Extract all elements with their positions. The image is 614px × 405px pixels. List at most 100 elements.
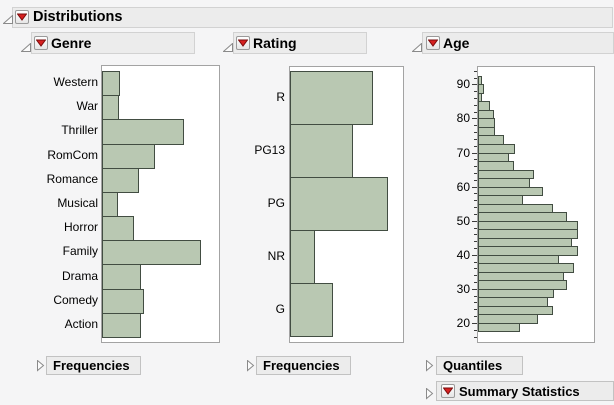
bar-age-65[interactable] (478, 161, 514, 171)
bar-age-27.5[interactable] (478, 288, 554, 299)
minor-tick (474, 77, 477, 79)
bar-age-57.5[interactable] (478, 186, 543, 197)
minor-tick (474, 172, 477, 174)
minor-tick (474, 213, 477, 215)
summary-statistics-button[interactable]: Summary Statistics (436, 381, 614, 401)
major-tick (472, 186, 477, 188)
category-label-pg13: PG13 (254, 142, 285, 157)
red-triangle-menu-icon[interactable] (236, 36, 250, 50)
bar-age-90[interactable] (478, 75, 482, 86)
major-tick (472, 254, 477, 256)
disclosure-open-icon[interactable] (2, 12, 14, 30)
bar-age-85[interactable] (478, 92, 482, 103)
bar-age-67.5[interactable] (478, 152, 509, 163)
bar-horror[interactable] (102, 216, 134, 242)
bar-age-35[interactable] (478, 263, 574, 273)
major-tick (472, 152, 477, 154)
bar-war[interactable] (102, 95, 119, 121)
frequencies-button-rating[interactable]: Frequencies (256, 356, 351, 375)
frequencies-button-genre[interactable]: Frequencies (46, 356, 141, 375)
minor-tick (474, 247, 477, 249)
bar-musical[interactable] (102, 191, 118, 218)
bar-age-80[interactable] (478, 109, 494, 120)
genre-histogram[interactable] (101, 65, 220, 343)
genre-panel-title: Genre (51, 35, 92, 51)
minor-tick (474, 111, 477, 113)
major-tick (472, 84, 477, 86)
bar-age-42.5[interactable] (478, 237, 572, 248)
red-triangle-menu-icon[interactable] (441, 384, 455, 398)
minor-tick (474, 241, 477, 243)
summary-statistics-button-label: Summary Statistics (459, 383, 580, 399)
minor-tick (474, 207, 477, 209)
bar-western[interactable] (102, 71, 120, 97)
bar-age-37.5[interactable] (478, 254, 559, 265)
bar-age-45[interactable] (478, 229, 578, 239)
bar-age-50[interactable] (478, 212, 567, 222)
category-label-pg: PG (267, 195, 285, 210)
bar-age-70[interactable] (478, 144, 515, 154)
disclosure-open-icon[interactable] (20, 40, 32, 58)
minor-tick (474, 282, 477, 284)
minor-tick (474, 336, 477, 338)
bar-age-87.5[interactable] (478, 84, 484, 94)
bar-family[interactable] (102, 240, 201, 266)
disclosure-collapsed-icon[interactable] (246, 359, 255, 377)
bar-drama[interactable] (102, 264, 141, 290)
bar-romance[interactable] (102, 167, 139, 193)
bar-age-32.5[interactable] (478, 271, 564, 282)
minor-tick (474, 200, 477, 202)
bar-action[interactable] (102, 312, 141, 338)
rating-histogram[interactable] (289, 66, 404, 343)
disclosure-collapsed-icon[interactable] (36, 359, 45, 377)
bar-age-22.5[interactable] (478, 305, 553, 316)
minor-tick (474, 132, 477, 134)
bar-pg[interactable] (290, 177, 388, 231)
age-histogram[interactable]: 20 30 40 50 60 70 80 90 (457, 66, 595, 343)
bar-age-62.5[interactable] (478, 169, 534, 180)
bar-age-40[interactable] (478, 246, 578, 256)
minor-tick (474, 145, 477, 147)
quantiles-button[interactable]: Quantiles (436, 356, 523, 375)
minor-tick (474, 268, 477, 270)
bar-nr[interactable] (290, 230, 315, 284)
minor-tick (474, 309, 477, 311)
disclosure-open-icon[interactable] (411, 40, 423, 58)
minor-tick (474, 295, 477, 297)
minor-tick (474, 302, 477, 304)
minor-tick (474, 104, 477, 106)
bar-pg13[interactable] (290, 124, 353, 178)
bar-age-82.5[interactable] (478, 101, 490, 111)
bar-comedy[interactable] (102, 288, 144, 314)
bar-age-52.5[interactable] (478, 203, 553, 214)
bar-g[interactable] (290, 283, 333, 337)
bar-r[interactable] (290, 71, 373, 125)
disclosure-collapsed-icon[interactable] (425, 359, 434, 377)
bar-age-30[interactable] (478, 280, 567, 290)
bar-romcom[interactable] (102, 143, 155, 169)
bar-thriller[interactable] (102, 119, 184, 145)
category-label-r: R (276, 89, 285, 104)
bar-age-55[interactable] (478, 195, 523, 205)
bar-age-25[interactable] (478, 297, 548, 307)
major-tick (472, 322, 477, 324)
minor-tick (474, 261, 477, 263)
minor-tick (474, 329, 477, 331)
bar-age-72.5[interactable] (478, 135, 504, 145)
disclosure-open-icon[interactable] (222, 40, 234, 58)
bar-age-75[interactable] (478, 126, 495, 137)
red-triangle-menu-icon[interactable] (15, 10, 29, 24)
bar-age-20[interactable] (478, 314, 538, 324)
red-triangle-menu-icon[interactable] (426, 36, 440, 50)
minor-tick (474, 193, 477, 195)
bar-age-47.5[interactable] (478, 220, 578, 231)
disclosure-collapsed-icon[interactable] (425, 387, 434, 405)
rating-category-axis: R PG13 PG NR G (230, 66, 285, 343)
axis-tick-label-30: 30 (456, 281, 470, 296)
bar-age-17.5[interactable] (478, 322, 520, 333)
bar-age-77.5[interactable] (478, 118, 495, 128)
red-triangle-menu-icon[interactable] (34, 36, 48, 50)
minor-tick (474, 138, 477, 140)
bar-age-60[interactable] (478, 178, 530, 188)
